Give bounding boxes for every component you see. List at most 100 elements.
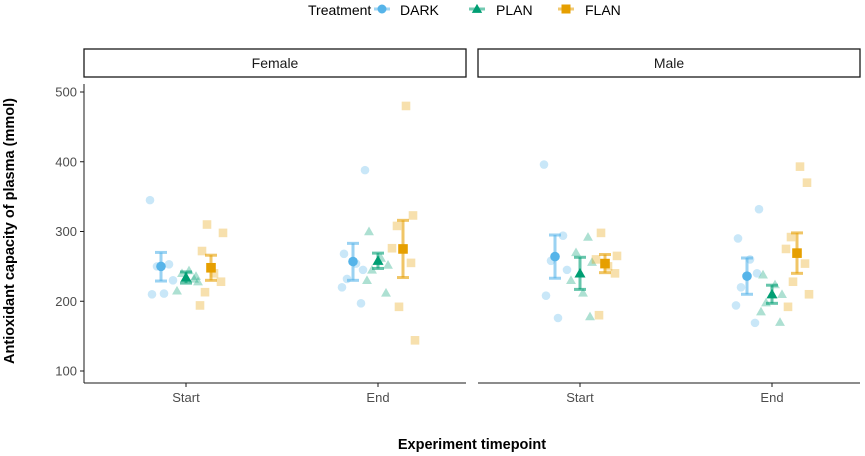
group-end-flan [781, 162, 814, 312]
data-point [408, 211, 418, 220]
data-point [195, 301, 205, 310]
data-point [410, 336, 420, 345]
group-start-flan [591, 228, 622, 320]
y-axis-ticks: 100 200 300 400 500 [55, 85, 84, 379]
data-point [193, 276, 203, 286]
data-point [539, 160, 549, 169]
legend-label: DARK [400, 2, 440, 18]
data-point [387, 243, 397, 253]
data-point [159, 289, 169, 298]
data-point [216, 277, 226, 287]
mean-marker [792, 248, 802, 258]
data-point [594, 310, 604, 320]
group-end-dark [731, 204, 764, 328]
data-point [362, 275, 372, 285]
x-axis-ticks: Start End Start End [172, 383, 784, 405]
group-end-plan [362, 226, 393, 297]
y-tick-label: 100 [55, 364, 77, 379]
panel-female [84, 84, 466, 383]
legend-label: FLAN [585, 2, 621, 18]
data-point [596, 228, 606, 238]
legend-marker-circle [377, 4, 387, 14]
data-point [758, 269, 768, 279]
group-start-plan [172, 265, 203, 295]
data-point [783, 302, 793, 312]
facet-strip-box [83, 48, 467, 78]
legend-item-dark: DARK [374, 2, 440, 18]
data-point [541, 291, 551, 300]
y-tick-label: 200 [55, 294, 77, 309]
data-point [571, 247, 581, 257]
data-point [804, 289, 814, 299]
data-point [752, 269, 762, 278]
y-tick-label: 500 [55, 85, 77, 100]
data-point [172, 285, 182, 295]
data-point [781, 244, 791, 254]
data-point [197, 246, 207, 256]
data-point [733, 234, 743, 243]
data-point [168, 276, 178, 285]
mean-marker [766, 288, 778, 299]
data-point [202, 220, 212, 229]
data-point [209, 269, 219, 278]
y-tick-label: 400 [55, 154, 77, 169]
data-point [381, 287, 391, 297]
data-point [392, 221, 402, 231]
x-tick-label: Start [172, 390, 200, 405]
data-point [610, 269, 620, 278]
data-point [736, 283, 746, 292]
data-point [566, 275, 576, 285]
data-point [775, 317, 785, 326]
data-point [145, 195, 155, 205]
data-point [553, 313, 563, 323]
data-point [800, 259, 810, 268]
group-end-dark [337, 165, 370, 308]
mean-marker [180, 272, 192, 282]
mean-marker [348, 256, 358, 267]
data-point [394, 302, 404, 312]
legend-marker-triangle [471, 3, 483, 13]
data-point [401, 101, 411, 111]
data-point [583, 232, 593, 241]
legend-title: Treatment [308, 2, 371, 18]
data-point [756, 306, 766, 316]
legend-item-plan: PLAN [469, 2, 533, 18]
data-point [777, 289, 787, 298]
data-point [360, 165, 370, 175]
facet-strip-female: Female [83, 48, 467, 78]
group-start-plan [566, 232, 597, 321]
data-point [578, 287, 588, 297]
legend-item-flan: FLAN [558, 2, 621, 18]
data-point [585, 311, 595, 321]
data-point [164, 259, 174, 269]
legend: Treatment DARK PLAN FLAN [308, 2, 621, 18]
legend-label: PLAN [496, 2, 533, 18]
x-tick-label: Start [566, 390, 594, 405]
facet-label-male: Male [654, 55, 685, 71]
group-start-flan [195, 220, 228, 310]
facet-label-female: Female [252, 55, 299, 71]
data-point [562, 265, 572, 275]
data-point [147, 289, 157, 299]
mean-marker [398, 244, 408, 254]
data-point [788, 277, 798, 287]
mean-marker [742, 271, 752, 281]
y-tick-label: 300 [55, 224, 77, 239]
facet-strip-box [477, 48, 861, 78]
group-start-dark [145, 195, 178, 299]
data-point [731, 301, 741, 310]
data-point [191, 271, 201, 280]
data-point [591, 255, 601, 264]
data-point [612, 251, 622, 261]
group-start-dark [539, 160, 572, 323]
x-tick-label: End [760, 390, 783, 405]
legend-marker-square [561, 4, 571, 14]
panel-male [478, 84, 860, 383]
mean-marker [206, 262, 216, 273]
y-axis-title: Antioxidant capacity of plasma (mmol) [2, 98, 18, 364]
data-point [750, 318, 760, 328]
mean-marker [550, 251, 560, 262]
data-point [802, 178, 812, 187]
group-end-flan [387, 101, 420, 345]
